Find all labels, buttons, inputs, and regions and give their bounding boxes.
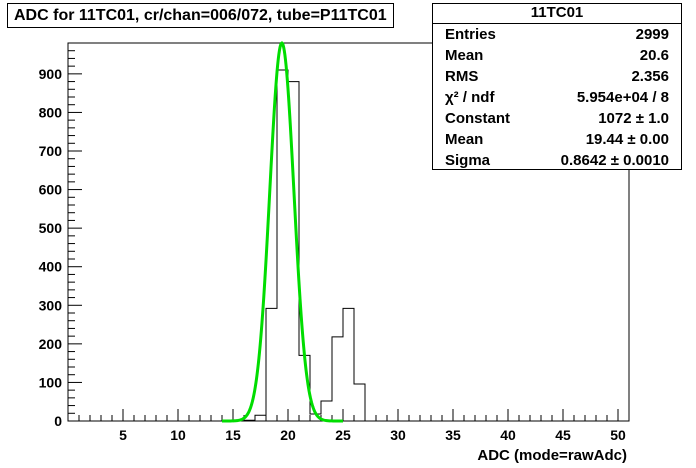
plot-frame: [67, 42, 630, 422]
stats-row-chi2: χ² / ndf 5.954e+04 / 8: [433, 87, 681, 108]
stats-row-entries: Entries 2999: [433, 24, 681, 45]
y-tick-label: 800: [39, 104, 63, 120]
stats-value: 19.44 ± 0.00: [585, 131, 669, 148]
stats-label: RMS: [445, 68, 479, 85]
x-tick-label: 5: [119, 427, 127, 443]
y-tick-label: 500: [39, 220, 63, 236]
y-tick-label: 600: [39, 182, 63, 198]
x-tick-label: 40: [500, 427, 516, 443]
stats-row-mean: Mean 20.6: [433, 45, 681, 66]
x-axis: 5 10 15 20 25 30 35 40 45 50: [67, 409, 630, 443]
histogram-bars: [233, 69, 366, 422]
y-axis: 0 100 200 300 400 500 600 700 800 900: [39, 42, 82, 429]
stats-value: 5.954e+04 / 8: [576, 89, 669, 106]
stats-header: 11TC01: [433, 4, 681, 24]
stats-label: Entries: [445, 26, 496, 43]
x-tick-label: 50: [610, 427, 626, 443]
stats-value: 20.6: [639, 47, 669, 64]
stats-label: Mean: [445, 131, 484, 148]
plot-title: ADC for 11TC01, cr/chan=006/072, tube=P1…: [7, 3, 394, 28]
stats-label: Constant: [445, 110, 510, 127]
stats-value: 0.8642 ± 0.0010: [560, 152, 669, 169]
x-tick-label: 25: [335, 427, 351, 443]
x-tick-label: 10: [170, 427, 186, 443]
y-tick-label: 700: [39, 143, 63, 159]
stats-label: Mean: [445, 47, 484, 64]
x-tick-label: 35: [445, 427, 461, 443]
stats-box: 11TC01 Entries 2999 Mean 20.6 RMS 2.356 …: [432, 3, 682, 170]
stats-value: 2999: [635, 26, 669, 43]
x-tick-label: 30: [390, 427, 406, 443]
stats-row-sigma: Sigma 0.8642 ± 0.0010: [433, 150, 681, 171]
stats-row-constant: Constant 1072 ± 1.0: [433, 108, 681, 129]
y-tick-label: 100: [39, 374, 63, 390]
x-tick-label: 20: [280, 427, 296, 443]
x-tick-label: 45: [555, 427, 571, 443]
y-tick-label: 0: [54, 413, 62, 429]
stats-label: χ² / ndf: [445, 89, 495, 106]
stats-row-fit-mean: Mean 19.44 ± 0.00: [433, 129, 681, 150]
y-tick-label: 300: [39, 297, 63, 313]
stats-label: Sigma: [445, 152, 491, 169]
stats-value: 2.356: [631, 68, 669, 85]
gaussian-fit-curve: [222, 41, 343, 423]
y-tick-label: 900: [39, 66, 63, 82]
stats-value: 1072 ± 1.0: [598, 110, 669, 127]
x-axis-title: ADC (mode=rawAdc): [477, 447, 627, 464]
stats-row-rms: RMS 2.356: [433, 66, 681, 87]
y-tick-label: 200: [39, 336, 63, 352]
x-tick-label: 15: [225, 427, 241, 443]
y-tick-label: 400: [39, 259, 63, 275]
